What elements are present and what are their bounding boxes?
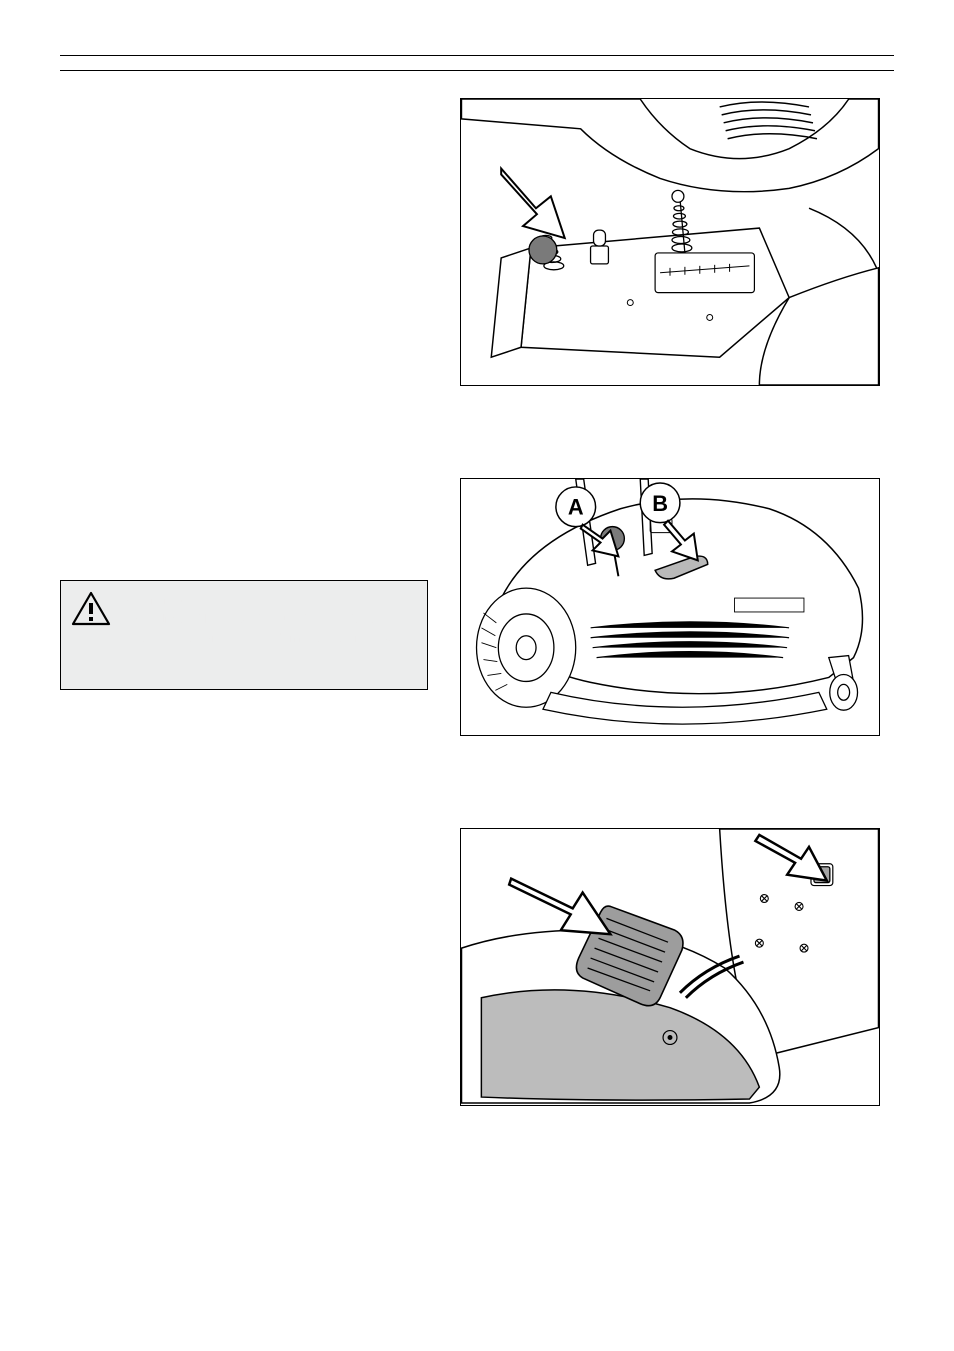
label-a: A	[568, 495, 584, 520]
figure-3-caption: Brake pedal and parking brake button	[460, 1110, 677, 1125]
section2-title: Lever for mechanical lift	[60, 478, 267, 499]
warning-heading: WARNING!	[119, 591, 415, 610]
page-footer: English 15	[60, 1296, 894, 1311]
section2-body: The lift lever is used to raise the cutt…	[60, 505, 420, 544]
figure-2: A B	[460, 478, 880, 736]
label-b: B	[652, 491, 668, 516]
section3-title: Brake pedal / parking brake	[60, 828, 295, 849]
page: CONTROLS Lever for engaging cutting unit…	[0, 0, 954, 1351]
header-rule-bottom	[60, 70, 894, 71]
warning-body: Never drive with the cutting unit in the…	[119, 610, 415, 648]
figure-1-illustration	[461, 99, 879, 385]
footer-right: 15	[880, 1296, 894, 1311]
figure-1-caption: Lever for engaging cutting unit	[460, 392, 635, 407]
warning-box: WARNING! Never drive with the cutting un…	[60, 580, 428, 690]
section1-body: The lever is used to engage and disengag…	[60, 128, 420, 187]
section3-body: Depress the brake pedal to apply the ser…	[60, 858, 420, 917]
figure-1	[460, 98, 880, 386]
footer-left: English	[60, 1296, 103, 1311]
header-title: CONTROLS	[771, 28, 894, 54]
figure-2-illustration: A B	[461, 479, 879, 735]
warning-triangle-icon	[71, 591, 111, 627]
section1-title: Lever for engaging cutting unit	[60, 100, 325, 121]
figure-3-illustration	[461, 829, 879, 1105]
figure-2-caption: Lever for mechanical lift	[460, 740, 597, 755]
figure-3	[460, 828, 880, 1106]
header-rule-top	[60, 55, 894, 56]
